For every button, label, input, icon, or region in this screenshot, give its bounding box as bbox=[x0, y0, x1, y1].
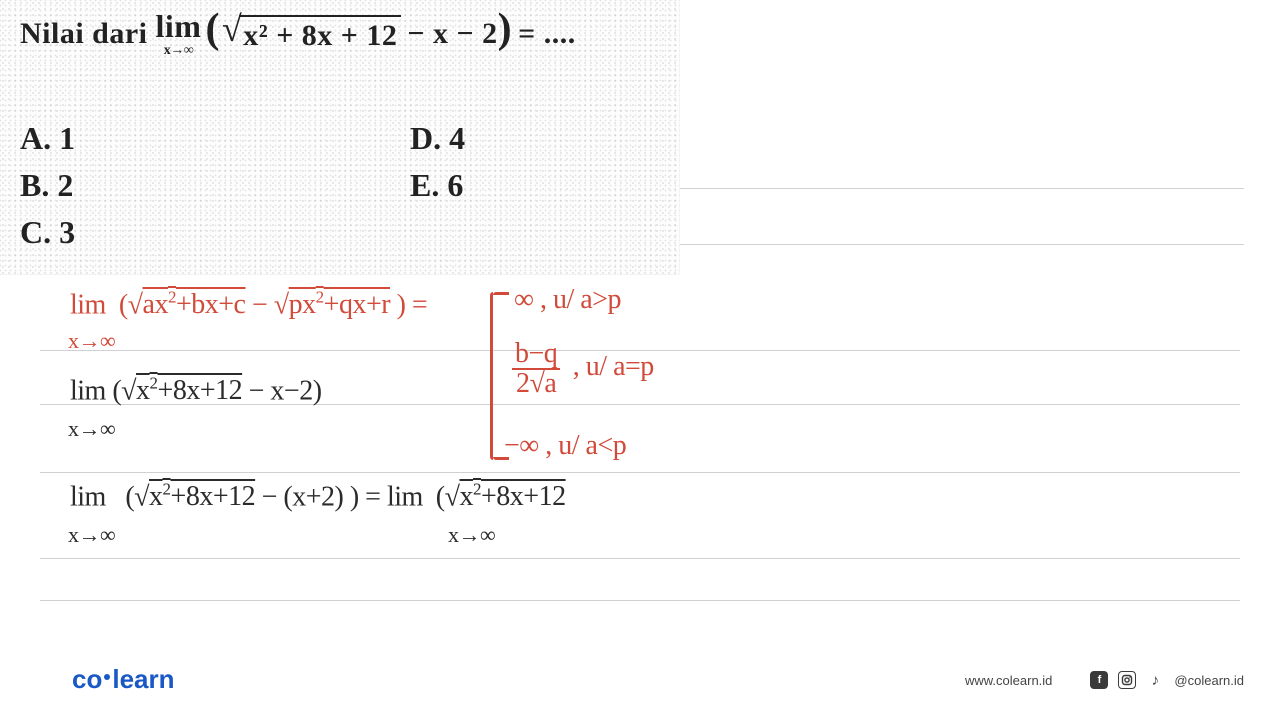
option-row-2: B. 2 E. 6 bbox=[20, 167, 660, 204]
hand-line-2: lim (√x2+8x+12 − x−2) bbox=[70, 374, 322, 407]
footer-url[interactable]: www.colearn.id bbox=[965, 673, 1052, 688]
brand-dot-icon bbox=[104, 674, 110, 680]
limit-symbol: lim x→∞ bbox=[156, 10, 202, 58]
radicand: x² + 8x + 12 bbox=[239, 15, 401, 53]
hand-line-2-sub: x→∞ bbox=[68, 416, 115, 442]
ruled-line bbox=[680, 244, 1244, 245]
handwritten-work-area: lim (√ax2+bx+c − √px2+qx+r ) = x→∞ ∞ , u… bbox=[0, 270, 1280, 640]
square-root: √ x² + 8x + 12 bbox=[222, 15, 401, 53]
option-e: E. 6 bbox=[410, 167, 610, 204]
piecewise-brace bbox=[490, 292, 493, 460]
case-infinity: ∞ , u/ a>p bbox=[514, 284, 621, 316]
equals-blank: = .... bbox=[518, 17, 576, 51]
problem-label: Nilai dari bbox=[20, 17, 148, 51]
option-row-1: A. 1 D. 4 bbox=[20, 120, 660, 157]
right-paren: ) bbox=[498, 13, 513, 47]
option-c: C. 3 bbox=[20, 214, 410, 251]
answer-options: A. 1 D. 4 B. 2 E. 6 C. 3 bbox=[20, 120, 660, 261]
option-row-3: C. 3 bbox=[20, 214, 660, 251]
option-d: D. 4 bbox=[410, 120, 610, 157]
hand-line-3-sub-left: x→∞ bbox=[68, 522, 115, 548]
expression-tail: − x − 2 bbox=[407, 17, 497, 51]
hand-line-3-sub-right: x→∞ bbox=[448, 522, 495, 548]
hand-line-3: lim (√x2+8x+12 − (x+2) ) = lim (√x2+8x+1… bbox=[70, 480, 566, 513]
footer-handle[interactable]: @colearn.id bbox=[1174, 673, 1244, 688]
problem-image-region: Nilai dari lim x→∞ ( √ x² + 8x + 12 − x … bbox=[0, 0, 680, 275]
problem-expression: Nilai dari lim x→∞ ( √ x² + 8x + 12 − x … bbox=[20, 10, 576, 58]
option-b: B. 2 bbox=[20, 167, 410, 204]
option-a: A. 1 bbox=[20, 120, 410, 157]
case-middle: b−q 2√a , u/ a=p bbox=[512, 340, 654, 398]
footer: colearn www.colearn.id f ♪ @colearn.id bbox=[0, 655, 1280, 695]
hand-line-1: lim (√ax2+bx+c − √px2+qx+r ) = bbox=[70, 288, 427, 321]
ruled-line bbox=[680, 188, 1244, 189]
hand-line-1-sub: x→∞ bbox=[68, 328, 115, 354]
facebook-icon[interactable]: f bbox=[1090, 671, 1108, 689]
instagram-icon[interactable] bbox=[1118, 671, 1136, 689]
brand-logo: colearn bbox=[72, 664, 175, 695]
footer-right: www.colearn.id f ♪ @colearn.id bbox=[965, 671, 1244, 689]
page: Nilai dari lim x→∞ ( √ x² + 8x + 12 − x … bbox=[0, 0, 1280, 720]
left-paren: ( bbox=[205, 13, 220, 47]
case-neg-infinity: −∞ , u/ a<p bbox=[504, 430, 626, 462]
tiktok-icon[interactable]: ♪ bbox=[1146, 671, 1164, 689]
